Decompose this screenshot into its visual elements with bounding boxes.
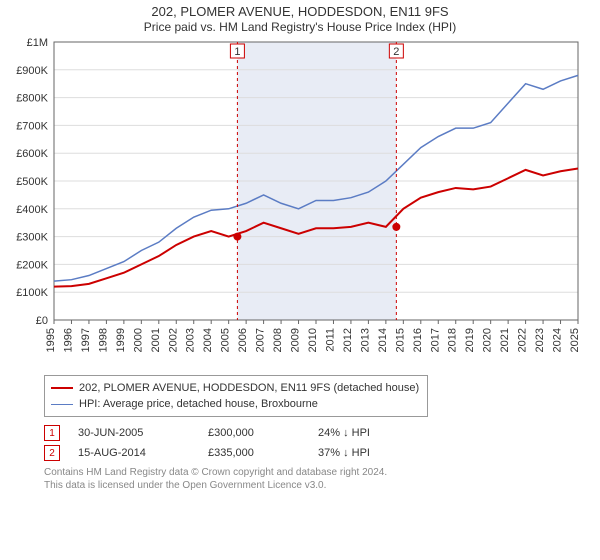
svg-text:2020: 2020 <box>482 328 494 352</box>
svg-text:£200K: £200K <box>16 259 48 271</box>
svg-text:2006: 2006 <box>237 328 249 352</box>
sale-marker-icon: 1 <box>44 425 60 441</box>
sale-marker-icon: 2 <box>44 445 60 461</box>
svg-text:£700K: £700K <box>16 120 48 132</box>
svg-text:1999: 1999 <box>115 328 127 352</box>
svg-text:2003: 2003 <box>185 328 197 352</box>
page-title: 202, PLOMER AVENUE, HODDESDON, EN11 9FS <box>0 4 600 19</box>
svg-text:2022: 2022 <box>517 328 529 352</box>
legend-label: HPI: Average price, detached house, Brox… <box>79 398 318 410</box>
svg-text:2011: 2011 <box>324 328 336 352</box>
svg-text:1996: 1996 <box>62 328 74 352</box>
sale-row: 1 30-JUN-2005£300,00024% ↓ HPI <box>44 423 600 443</box>
svg-text:2013: 2013 <box>359 328 371 352</box>
svg-text:£800K: £800K <box>16 93 48 105</box>
svg-text:2001: 2001 <box>150 328 162 352</box>
svg-text:2010: 2010 <box>307 328 319 352</box>
svg-text:1997: 1997 <box>80 328 92 352</box>
svg-text:2009: 2009 <box>290 328 302 352</box>
page-subtitle: Price paid vs. HM Land Registry's House … <box>0 20 600 34</box>
credits-line1: Contains HM Land Registry data © Crown c… <box>44 467 600 480</box>
svg-text:2: 2 <box>393 46 399 58</box>
svg-text:£900K: £900K <box>16 65 48 77</box>
svg-text:2025: 2025 <box>569 328 581 352</box>
svg-text:2015: 2015 <box>394 328 406 352</box>
svg-text:2007: 2007 <box>255 328 267 352</box>
svg-text:2014: 2014 <box>377 328 389 352</box>
svg-text:2019: 2019 <box>464 328 476 352</box>
svg-text:2024: 2024 <box>552 328 564 352</box>
sale-price: £300,000 <box>208 427 318 439</box>
svg-text:2021: 2021 <box>499 328 511 352</box>
chart-area: £0 £100K £200K £300K £400K £500K £600K £700K £80… <box>10 36 590 369</box>
svg-text:2008: 2008 <box>272 328 284 352</box>
sale-price: £335,000 <box>208 447 318 459</box>
svg-text:£300K: £300K <box>16 232 48 244</box>
svg-text:1998: 1998 <box>97 328 109 352</box>
svg-text:2005: 2005 <box>220 328 232 352</box>
sale-diff: 24% ↓ HPI <box>318 427 418 439</box>
sale-date: 15-AUG-2014 <box>78 447 208 459</box>
legend-label: 202, PLOMER AVENUE, HODDESDON, EN11 9FS … <box>79 382 419 394</box>
svg-text:£600K: £600K <box>16 148 48 160</box>
legend-item: 202, PLOMER AVENUE, HODDESDON, EN11 9FS … <box>51 380 419 396</box>
svg-text:£100K: £100K <box>16 287 48 299</box>
svg-text:£0: £0 <box>36 315 48 327</box>
svg-text:2017: 2017 <box>429 328 441 352</box>
legend: 202, PLOMER AVENUE, HODDESDON, EN11 9FS … <box>44 375 428 417</box>
line-chart: £0 £100K £200K £300K £400K £500K £600K £700K £80… <box>10 36 590 366</box>
svg-text:£1M: £1M <box>27 37 48 49</box>
sale-row: 2 15-AUG-2014£335,00037% ↓ HPI <box>44 443 600 463</box>
svg-text:2004: 2004 <box>202 328 214 352</box>
svg-text:£500K: £500K <box>16 176 48 188</box>
svg-text:2002: 2002 <box>167 328 179 352</box>
svg-text:2012: 2012 <box>342 328 354 352</box>
credits: Contains HM Land Registry data © Crown c… <box>44 467 600 492</box>
sale-events: 1 30-JUN-2005£300,00024% ↓ HPI 2 15-AUG-201… <box>44 423 600 463</box>
svg-text:1995: 1995 <box>45 328 57 352</box>
svg-text:2023: 2023 <box>534 328 546 352</box>
svg-text:2016: 2016 <box>412 328 424 352</box>
credits-line2: This data is licensed under the Open Gov… <box>44 480 600 493</box>
sale-date: 30-JUN-2005 <box>78 427 208 439</box>
legend-swatch <box>51 387 73 389</box>
legend-swatch <box>51 404 73 405</box>
svg-text:2000: 2000 <box>132 328 144 352</box>
svg-text:1: 1 <box>234 46 240 58</box>
svg-text:£400K: £400K <box>16 204 48 216</box>
legend-item: HPI: Average price, detached house, Brox… <box>51 396 419 412</box>
svg-text:2018: 2018 <box>447 328 459 352</box>
sale-diff: 37% ↓ HPI <box>318 447 418 459</box>
